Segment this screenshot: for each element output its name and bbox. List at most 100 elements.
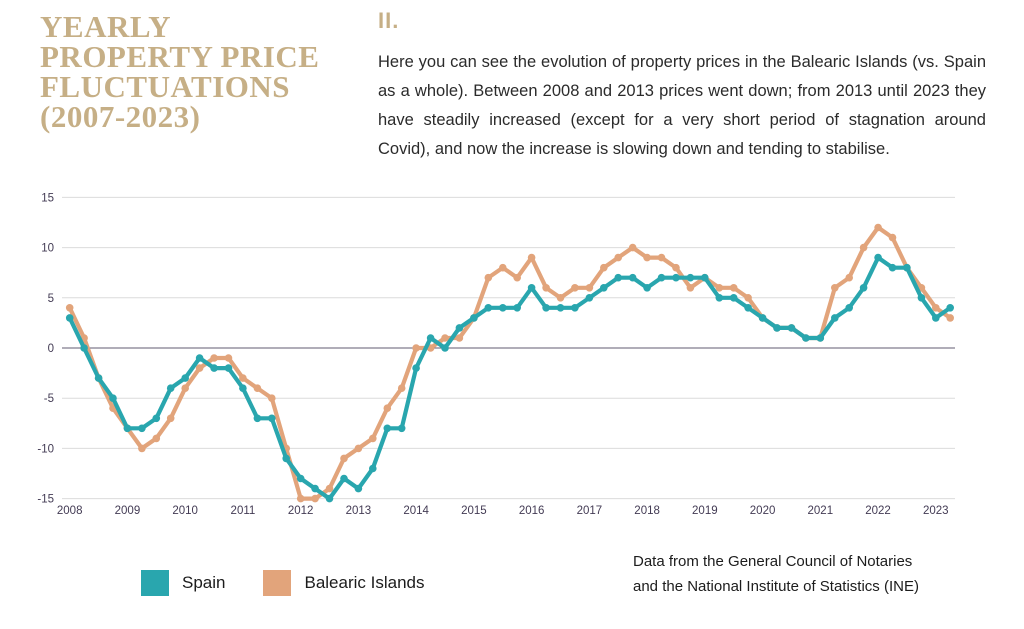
x-tick-label-2008: 2008: [57, 505, 83, 517]
balearic-islands-point: [325, 484, 334, 493]
spain-point: [672, 273, 680, 282]
spain-series: [65, 253, 954, 503]
balearic-islands-point: [224, 354, 233, 362]
spain-point: [80, 344, 88, 352]
balearic-islands-point: [123, 424, 132, 433]
x-tick-label-2018: 2018: [634, 505, 660, 517]
spain-point: [787, 324, 796, 332]
spain-point: [123, 424, 132, 433]
spain-point: [758, 314, 767, 322]
balearic-islands-point: [239, 374, 247, 382]
balearic-islands-point: [571, 284, 579, 292]
spain-point: [311, 484, 319, 493]
spain-point: [715, 294, 724, 302]
spain-point: [744, 304, 752, 312]
y-tick-label: 10: [41, 243, 54, 255]
intro-paragraph: Here you can see the evolution of proper…: [378, 53, 986, 158]
spain-point: [513, 304, 521, 312]
balearic-islands-point: [80, 334, 88, 342]
spain-point: [109, 394, 117, 403]
balearic-islands-point: [888, 233, 897, 242]
spain-point: [701, 273, 709, 282]
balearic-islands-point: [628, 243, 637, 252]
balearic-islands-point: [397, 384, 406, 393]
spain-point: [874, 253, 882, 262]
balearic-islands-point: [542, 284, 550, 292]
spain-point: [903, 263, 911, 272]
spain-point: [859, 284, 868, 292]
grid-lines: [62, 196, 955, 500]
spain-point: [181, 374, 189, 382]
spain-point: [138, 424, 146, 433]
y-tick-label: -5: [44, 393, 54, 405]
y-axis-labels: 15 10 5 0 -5 -10 -15: [37, 192, 54, 505]
spain-point: [556, 304, 565, 312]
balearic-islands-point: [268, 394, 276, 403]
balearic-islands-point: [441, 334, 449, 342]
spain-point: [527, 284, 536, 292]
balearic-islands-point: [556, 294, 565, 302]
x-tick-label-2021: 2021: [808, 505, 834, 517]
spain-point: [470, 314, 478, 322]
spain-point: [412, 364, 420, 372]
balearic-islands-point: [715, 284, 724, 292]
balearic-islands-point: [643, 253, 651, 262]
spain-point: [600, 284, 608, 292]
spain-point: [571, 304, 579, 312]
spain-point: [354, 484, 363, 493]
page-title: YEARLY PROPERTY PRICE FLUCTUATIONS (2007…: [40, 11, 380, 134]
spain-point: [643, 284, 651, 292]
balearic-islands-point: [455, 334, 464, 342]
x-tick-label-2010: 2010: [172, 505, 198, 517]
spain-point: [224, 364, 233, 372]
spain-point: [195, 354, 204, 362]
balearic-islands-point: [874, 223, 882, 232]
spain-point: [253, 414, 262, 423]
balearic-islands-point: [917, 284, 926, 292]
balearic-islands-point: [253, 384, 262, 393]
balearic-islands-point: [701, 273, 709, 282]
spain-point: [773, 324, 781, 332]
page-title-line-2: PROPERTY PRICE: [40, 39, 320, 74]
page-title-line-4: (2007-2023): [40, 99, 201, 134]
spain-point: [585, 294, 594, 302]
spain-point: [325, 494, 334, 503]
spain-point: [166, 384, 175, 393]
spain-point: [296, 474, 305, 483]
legend-label-balearic-islands: Balearic Islands: [304, 573, 425, 592]
x-tick-label-2014: 2014: [403, 505, 429, 517]
balearic-islands-point: [354, 444, 363, 453]
x-tick-label-2017: 2017: [577, 505, 603, 517]
spain-point: [397, 424, 406, 433]
spain-point: [499, 304, 507, 312]
balearic-islands-point: [210, 354, 218, 362]
y-tick-label: 15: [41, 192, 54, 204]
y-tick-label: 0: [48, 343, 54, 355]
spain-point: [628, 273, 637, 282]
spain-point: [94, 374, 103, 382]
balearic-islands-point: [195, 364, 204, 372]
balearic-islands-point: [946, 314, 954, 322]
spain-point: [845, 304, 853, 312]
spain-point: [614, 273, 622, 282]
balearic-islands-point: [859, 243, 868, 252]
balearic-islands-point: [426, 344, 435, 352]
balearic-islands-point: [383, 404, 392, 413]
balearic-islands-point: [152, 434, 161, 443]
x-tick-label-2022: 2022: [865, 505, 891, 517]
spain-line: [67, 255, 953, 501]
balearic-islands-point: [65, 304, 74, 312]
balearic-islands-point: [282, 444, 291, 453]
balearic-islands-point: [412, 344, 420, 352]
spain-point: [657, 273, 666, 282]
spain-point: [542, 304, 550, 312]
balearic-islands-point: [311, 494, 319, 503]
balearic-islands-point: [109, 404, 117, 413]
data-source-note: Data from the General Council of Notarie…: [633, 549, 993, 599]
section-numeral: II.: [378, 8, 400, 33]
spain-point: [802, 334, 810, 342]
balearic-islands-point: [802, 334, 810, 342]
spain-point: [369, 464, 377, 473]
spain-point: [239, 384, 247, 393]
balearic-islands-point: [138, 444, 146, 453]
